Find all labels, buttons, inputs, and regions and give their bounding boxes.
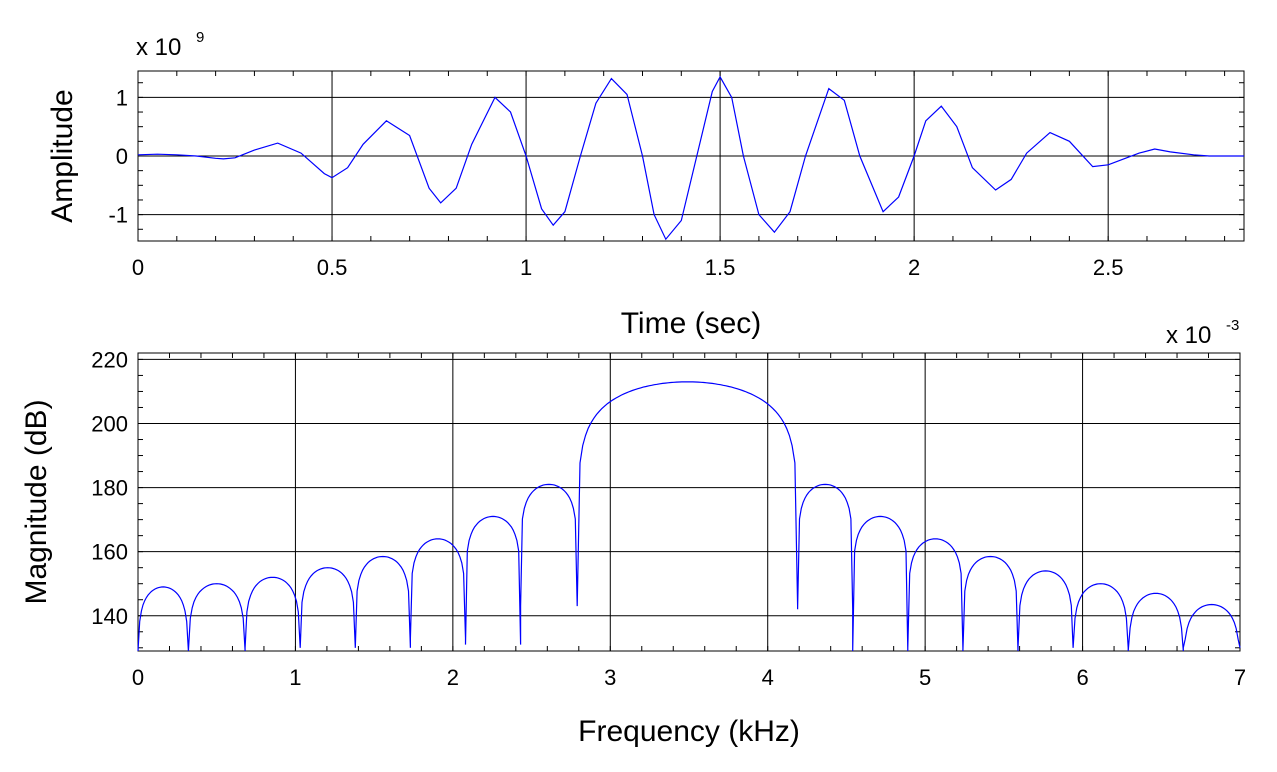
plot-frame <box>137 352 1241 652</box>
x-tick-label: 1.5 <box>705 255 736 280</box>
y-tick-label: 1 <box>116 85 128 110</box>
x-multiplier-exponent: -3 <box>1226 317 1239 334</box>
y-tick-label: 0 <box>116 144 128 169</box>
x-tick-label: 0 <box>132 665 144 690</box>
y-multiplier: x 10 <box>136 34 181 61</box>
x-tick-label: 2 <box>908 255 920 280</box>
x-tick-label: 5 <box>919 665 931 690</box>
y-tick-label: 180 <box>91 476 128 501</box>
y-axis-label: Amplitude <box>46 89 79 222</box>
x-tick-label: 7 <box>1234 665 1246 690</box>
x-tick-label: 0 <box>132 255 144 280</box>
x-axis-label: Time (sec) <box>621 307 762 340</box>
x-tick-label: 4 <box>762 665 774 690</box>
x-multiplier: x 10 <box>1166 322 1211 349</box>
y-tick-label: 140 <box>91 604 128 629</box>
amplitude-series-line <box>137 75 1244 241</box>
y-tick-label: 200 <box>91 411 128 436</box>
magnitude-chart: 0 1 2 3 4 5 6 7 140 160 180 200 220 Frequency (kHz) Ma… <box>20 317 1246 748</box>
x-tick-label: 1 <box>520 255 532 280</box>
x-tick-label: 2.5 <box>1093 255 1124 280</box>
x-tick-label: 6 <box>1076 665 1088 690</box>
x-tick-label: 2 <box>447 665 459 690</box>
magnitude-series-line <box>137 381 1241 652</box>
x-tick-label: 0.5 <box>317 255 348 280</box>
x-tick-label: 3 <box>604 665 616 690</box>
y-multiplier-exponent: 9 <box>196 29 204 46</box>
amplitude-chart: 0 0.5 1 1.5 2 2.5 -1 0 1 Time (sec) Amplitude x 10 9 <box>46 29 1245 340</box>
x-tick-label: 1 <box>289 665 301 690</box>
x-axis-label: Frequency (kHz) <box>578 715 800 748</box>
y-tick-label: 160 <box>91 540 128 565</box>
y-tick-label: 220 <box>91 347 128 372</box>
y-tick-label: -1 <box>108 203 128 228</box>
y-axis-label: Magnitude (dB) <box>20 399 53 604</box>
